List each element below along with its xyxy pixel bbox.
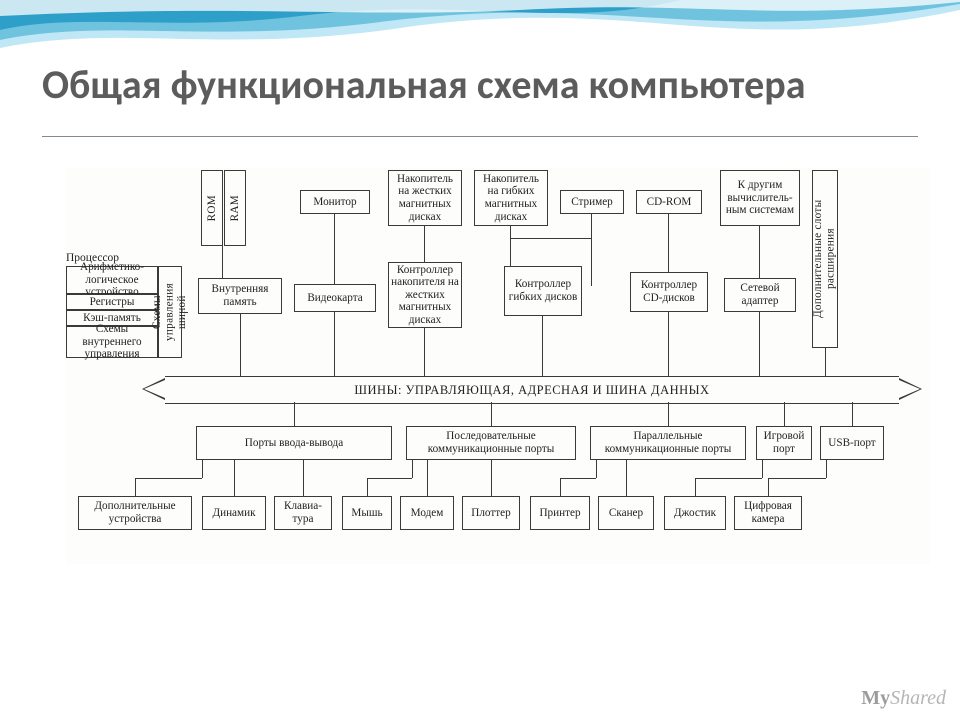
box-scanner: Сканер <box>598 496 654 530</box>
bus-ctrl-box: Схемы управления шиной <box>158 266 182 358</box>
box-inner_mem: Внутренняя память <box>198 278 282 314</box>
proc-registers: Регистры <box>66 294 158 310</box>
box-rom: ROM <box>201 170 223 246</box>
box-keyboard: Клавиа-тура <box>274 496 332 530</box>
box-usb: USB-порт <box>820 426 884 460</box>
box-camera: Цифровая камера <box>734 496 802 530</box>
watermark-b: Shared <box>890 687 946 709</box>
proc-alu: Арифметико-логическое устройство <box>66 266 158 294</box>
box-ram: RAM <box>224 170 246 246</box>
watermark: MyShared <box>861 687 946 710</box>
slide-title: Общая функциональная схема компьютера <box>42 63 902 107</box>
box-exp_slots: Дополнительные слоты расширения <box>812 170 838 348</box>
slide: { "title":"Общая функциональная схема ко… <box>0 0 960 720</box>
box-other_sys: К другим вычислитель-ным системам <box>720 170 800 226</box>
title-underline <box>42 136 918 137</box>
box-serial: Последовательные коммуникационные порты <box>406 426 576 460</box>
box-video: Видеокарта <box>294 284 376 312</box>
box-mouse: Мышь <box>342 496 392 530</box>
box-cdrom: CD-ROM <box>636 190 702 214</box>
box-modem: Модем <box>400 496 454 530</box>
box-fdd_ctrl: Контроллер гибких дисков <box>504 266 582 316</box>
proc-internal_ctrl: Схемы внутреннего управления <box>66 326 158 358</box>
box-net: Сетевой адаптер <box>724 278 796 312</box>
box-monitor: Монитор <box>300 190 370 214</box>
box-streamer: Стример <box>560 190 624 214</box>
box-hdd: Накопитель на жестких магнитных дисках <box>388 170 462 226</box>
box-aux: Дополнительные устройства <box>78 496 192 530</box>
bus: ШИНЫ: УПРАВЛЯЮЩАЯ, АДРЕСНАЯ И ШИНА ДАННЫ… <box>165 376 899 404</box>
box-game: Игровой порт <box>756 426 812 460</box>
box-hdd_ctrl: Контроллер накопителя на жестких магнитн… <box>388 262 462 328</box>
box-speaker: Динамик <box>202 496 266 530</box>
box-fdd: Накопитель на гибких магнитных дисках <box>474 170 548 226</box>
watermark-a: My <box>861 687 890 709</box>
box-io_ports: Порты ввода-вывода <box>196 426 392 460</box>
diagram: ПроцессорАрифметико-логическое устройств… <box>66 168 930 564</box>
box-cd_ctrl: Контроллер CD-дисков <box>630 272 708 312</box>
box-parallel: Параллельные коммуникационные порты <box>590 426 746 460</box>
box-printer: Принтер <box>530 496 590 530</box>
box-plotter: Плоттер <box>462 496 520 530</box>
box-joystick: Джостик <box>664 496 726 530</box>
